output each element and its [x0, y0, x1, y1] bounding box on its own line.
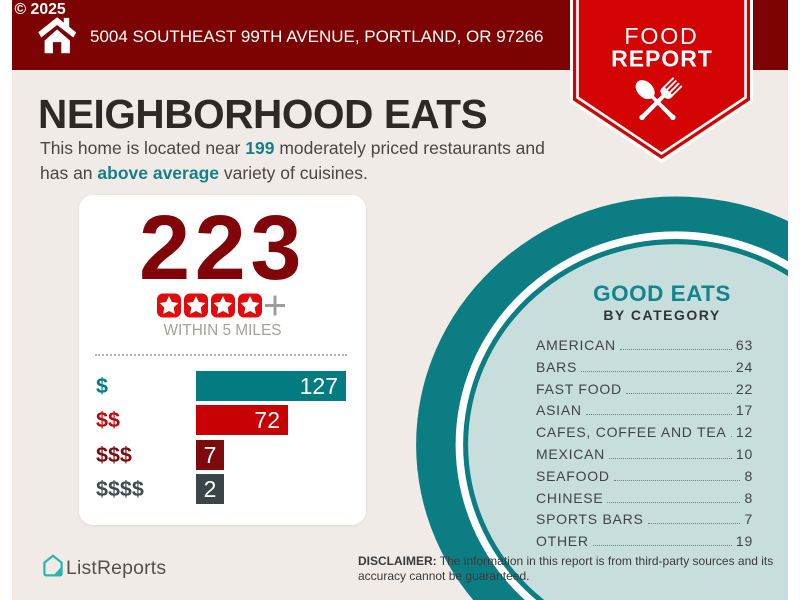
svg-text:REPORT: REPORT [611, 46, 713, 72]
svg-text:FOOD: FOOD [624, 23, 698, 49]
